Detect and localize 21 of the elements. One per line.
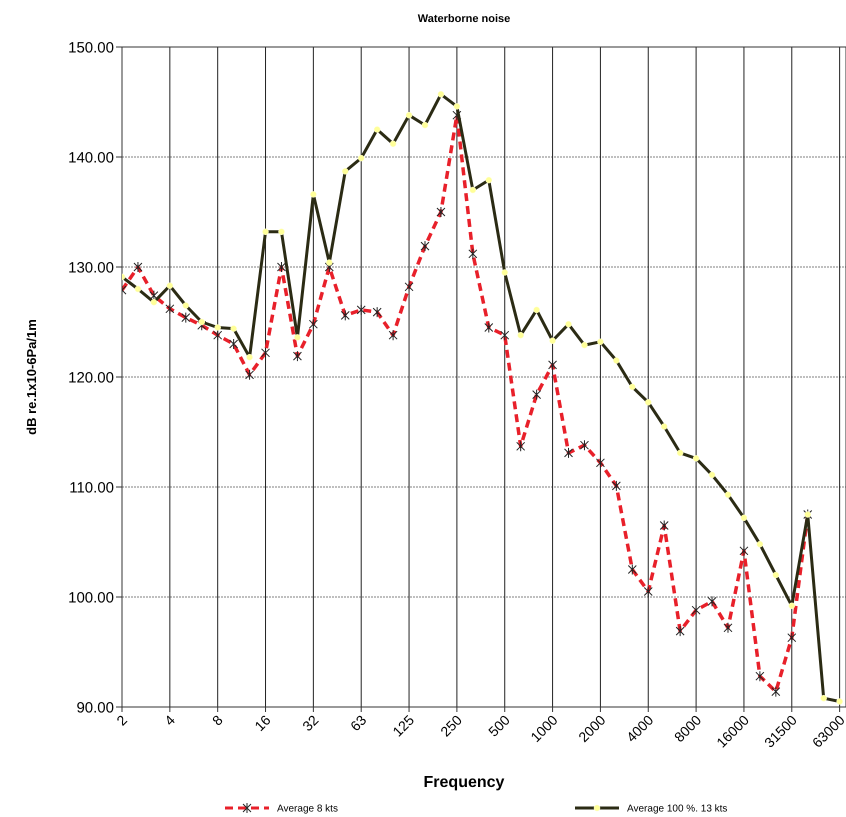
x-axis-title: Frequency	[424, 774, 505, 791]
x-tick-label: 2	[113, 712, 130, 729]
y-tick-label: 100.00	[68, 589, 114, 606]
y-tick-label: 120.00	[68, 369, 114, 386]
y-tick-label: 110.00	[69, 479, 114, 496]
chart-title: Waterborne noise	[418, 13, 510, 25]
x-tick-label: 4	[161, 712, 178, 729]
legend-label: Average 8 kts	[277, 804, 338, 814]
x-tick-label: 500	[485, 712, 514, 740]
legend-label: Average 100 %. 13 kts	[627, 804, 728, 814]
x-tick-label: 63	[347, 712, 370, 734]
y-tick-label: 130.00	[68, 259, 114, 276]
x-tick-label: 8	[208, 712, 226, 729]
y-tick-label: 150.00	[68, 39, 114, 56]
x-tick-label: 16	[251, 712, 274, 734]
y-tick-label: 140.00	[68, 149, 114, 166]
x-tick-label: 125	[389, 712, 418, 740]
y-tick-label: 90.00	[76, 699, 114, 716]
y-axis-title: dB re.1x10-6Pa/1m	[24, 319, 39, 435]
x-tick-label: 250	[437, 712, 466, 740]
x-tick-label: 32	[299, 712, 322, 734]
